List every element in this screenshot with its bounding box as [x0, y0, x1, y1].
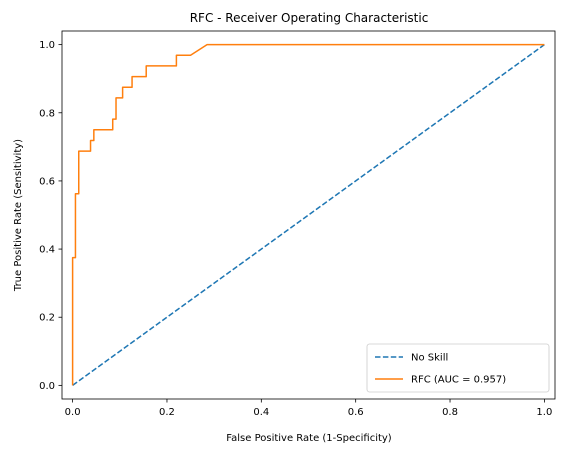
- x-tick-label: 0.4: [253, 407, 269, 418]
- chart-title: RFC - Receiver Operating Characteristic: [190, 11, 429, 25]
- y-tick-label: 0.8: [39, 108, 55, 119]
- y-tick-label: 0.6: [39, 176, 55, 187]
- legend-label: No Skill: [411, 353, 448, 364]
- y-tick-label: 0.2: [39, 313, 55, 324]
- y-axis-label: True Positive Rate (Sensitivity): [13, 139, 24, 292]
- x-axis-label: False Positive Rate (1-Specificity): [226, 433, 392, 444]
- x-tick-label: 0.0: [65, 407, 81, 418]
- series-layer: [71, 43, 545, 386]
- x-tick-label: 0.6: [348, 407, 364, 418]
- x-tick-label: 1.0: [536, 407, 552, 418]
- x-tick-label: 0.2: [159, 407, 175, 418]
- x-tick-label: 0.8: [442, 407, 458, 418]
- plot-frame: [61, 30, 556, 400]
- y-tick-label: 1.0: [39, 40, 55, 51]
- legend: No Skill RFC (AUC = 0.957): [366, 343, 550, 393]
- rfc-roc-line: [71, 43, 545, 386]
- x-axis: 0.0 0.2 0.4 0.6 0.8 1.0: [65, 399, 552, 418]
- y-axis: 0.0 0.2 0.4 0.6 0.8 1.0: [39, 40, 62, 392]
- legend-label: RFC (AUC = 0.957): [411, 375, 506, 386]
- y-tick-label: 0.0: [39, 381, 55, 392]
- y-tick-label: 0.4: [39, 245, 55, 256]
- legend-box: [366, 343, 550, 393]
- no-skill-line: [72, 44, 545, 386]
